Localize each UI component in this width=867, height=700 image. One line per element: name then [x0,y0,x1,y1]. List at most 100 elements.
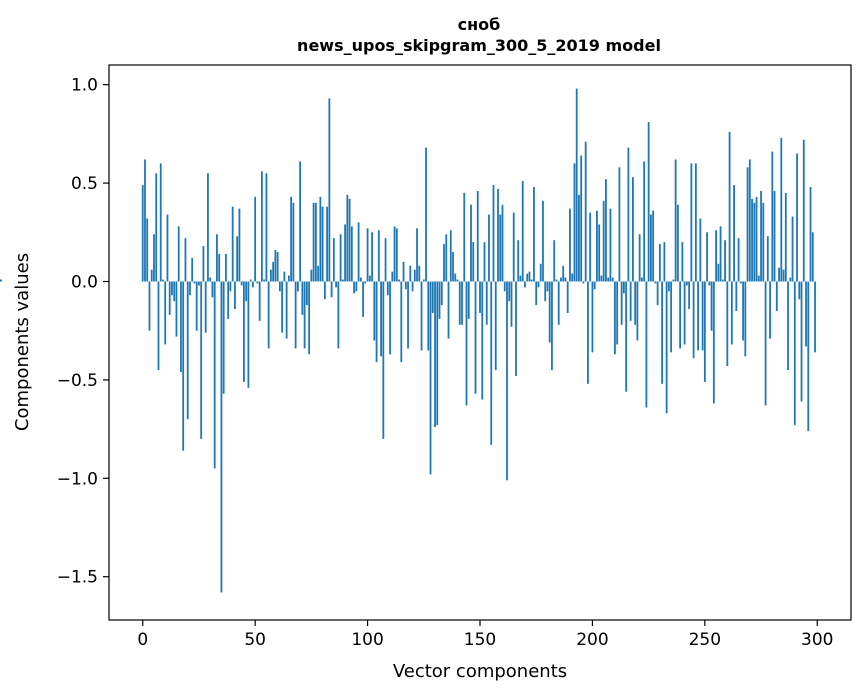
bar [380,281,382,357]
bar [310,269,313,282]
bar [375,281,378,363]
bar [784,192,787,282]
bar [236,236,239,282]
bar [555,279,558,282]
bar [202,246,205,282]
chart-title: сноб [458,15,501,34]
bar [252,281,254,288]
bar [0,279,2,282]
bar [229,281,232,292]
bar [751,198,753,282]
bar [697,281,699,351]
bar [681,242,684,282]
bar [544,281,547,302]
bar [148,281,151,331]
x-tick-label: 300 [801,630,833,650]
bar [256,281,259,284]
bar [742,281,744,341]
bar [249,279,252,282]
bar [472,242,475,282]
bar [510,281,513,327]
bar [665,281,668,414]
bar [479,281,481,313]
bar [429,281,432,475]
bar [715,230,717,282]
bar [573,163,576,282]
bar [213,281,216,469]
bar [760,190,762,282]
bar [198,281,200,286]
bar [802,139,805,282]
bar [382,281,385,439]
bar [598,224,601,282]
bar [551,281,553,371]
bar [409,265,412,282]
bar [517,240,520,282]
bar [452,251,454,282]
bar [809,187,812,282]
plot-frame [108,64,852,621]
bar [506,281,508,481]
bar [474,281,477,394]
bar [656,281,659,306]
bar [636,281,639,341]
bar [353,281,355,294]
bar [227,281,230,319]
bar [285,281,288,339]
bar [766,236,769,282]
bar [739,281,742,284]
bar [467,281,470,319]
bar [153,234,155,282]
bar [159,163,162,282]
bar [735,281,738,312]
bar [231,206,234,282]
x-axis-label: Vector components [393,661,567,682]
bar [674,159,677,282]
bar [647,122,650,282]
bar [261,171,263,282]
bar [189,281,191,296]
bar [425,147,427,282]
x-tick-label: 200 [576,630,608,650]
bars-group [0,88,816,593]
bar [488,214,490,282]
x-tick-label: 0 [137,630,148,650]
bar [789,277,792,282]
bar [155,173,158,282]
bar [623,281,625,294]
bar [667,281,670,292]
bar [481,281,484,400]
bar [533,187,535,282]
bar [314,202,317,282]
bar [571,273,574,282]
bar [501,204,504,282]
bar [728,131,731,282]
bar [411,281,414,292]
bar [254,196,257,282]
bar [805,281,807,347]
bar [730,281,733,345]
bar [263,279,266,282]
bar [144,159,146,282]
bar [362,281,364,317]
bar [222,281,225,394]
bar [537,281,540,288]
bar [312,202,315,282]
bar [485,281,488,325]
bar [440,281,443,306]
bar [580,155,583,282]
bar [339,234,342,282]
bar [618,167,621,282]
bar [204,281,207,333]
bar [683,281,686,345]
bar [476,190,479,282]
bar [245,281,248,302]
bar [456,279,459,282]
bar [431,281,434,313]
bar [755,196,758,282]
bar [733,185,735,282]
bar [775,281,778,312]
bar [782,269,785,282]
bar [526,273,529,282]
bar [195,281,198,331]
